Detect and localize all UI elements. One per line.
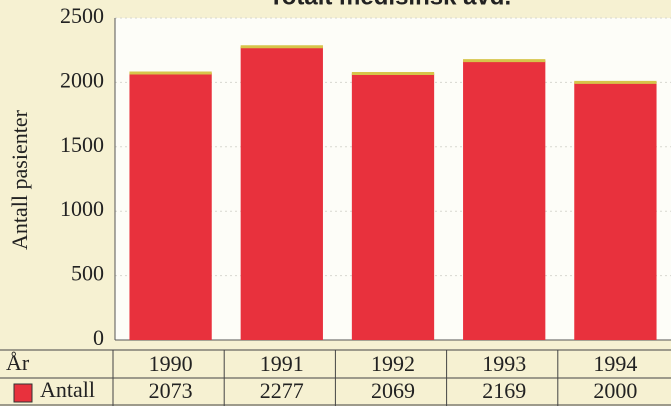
table-value: 2277 bbox=[260, 378, 304, 403]
bar bbox=[240, 46, 323, 340]
y-tick-label: 2500 bbox=[60, 3, 104, 28]
x-tick-label: 1994 bbox=[593, 351, 637, 376]
table-value: 2069 bbox=[371, 378, 415, 403]
table-value: 2073 bbox=[149, 378, 193, 403]
y-tick-label: 1000 bbox=[60, 196, 104, 221]
table-value: 2169 bbox=[482, 378, 526, 403]
y-axis-label: Antall pasienter bbox=[7, 109, 32, 250]
legend-swatch bbox=[13, 383, 33, 403]
y-tick-label: 1500 bbox=[60, 132, 104, 157]
legend-label: Antall bbox=[40, 377, 95, 402]
y-tick-label: 0 bbox=[93, 325, 104, 350]
bar bbox=[351, 73, 435, 340]
x-tick-label: 1992 bbox=[371, 351, 415, 376]
y-tick-label: 500 bbox=[71, 261, 104, 286]
y-tick-label: 2000 bbox=[60, 67, 104, 92]
bar bbox=[574, 82, 657, 341]
bar bbox=[129, 72, 212, 341]
table-value: 2000 bbox=[593, 378, 637, 403]
chart-title: Totalt medisinsk avd. bbox=[269, 0, 511, 10]
x-tick-label: 1991 bbox=[260, 351, 304, 376]
x-axis-label: År bbox=[6, 350, 30, 375]
x-tick-label: 1993 bbox=[482, 351, 526, 376]
x-tick-label: 1990 bbox=[149, 351, 193, 376]
bar bbox=[463, 60, 546, 340]
